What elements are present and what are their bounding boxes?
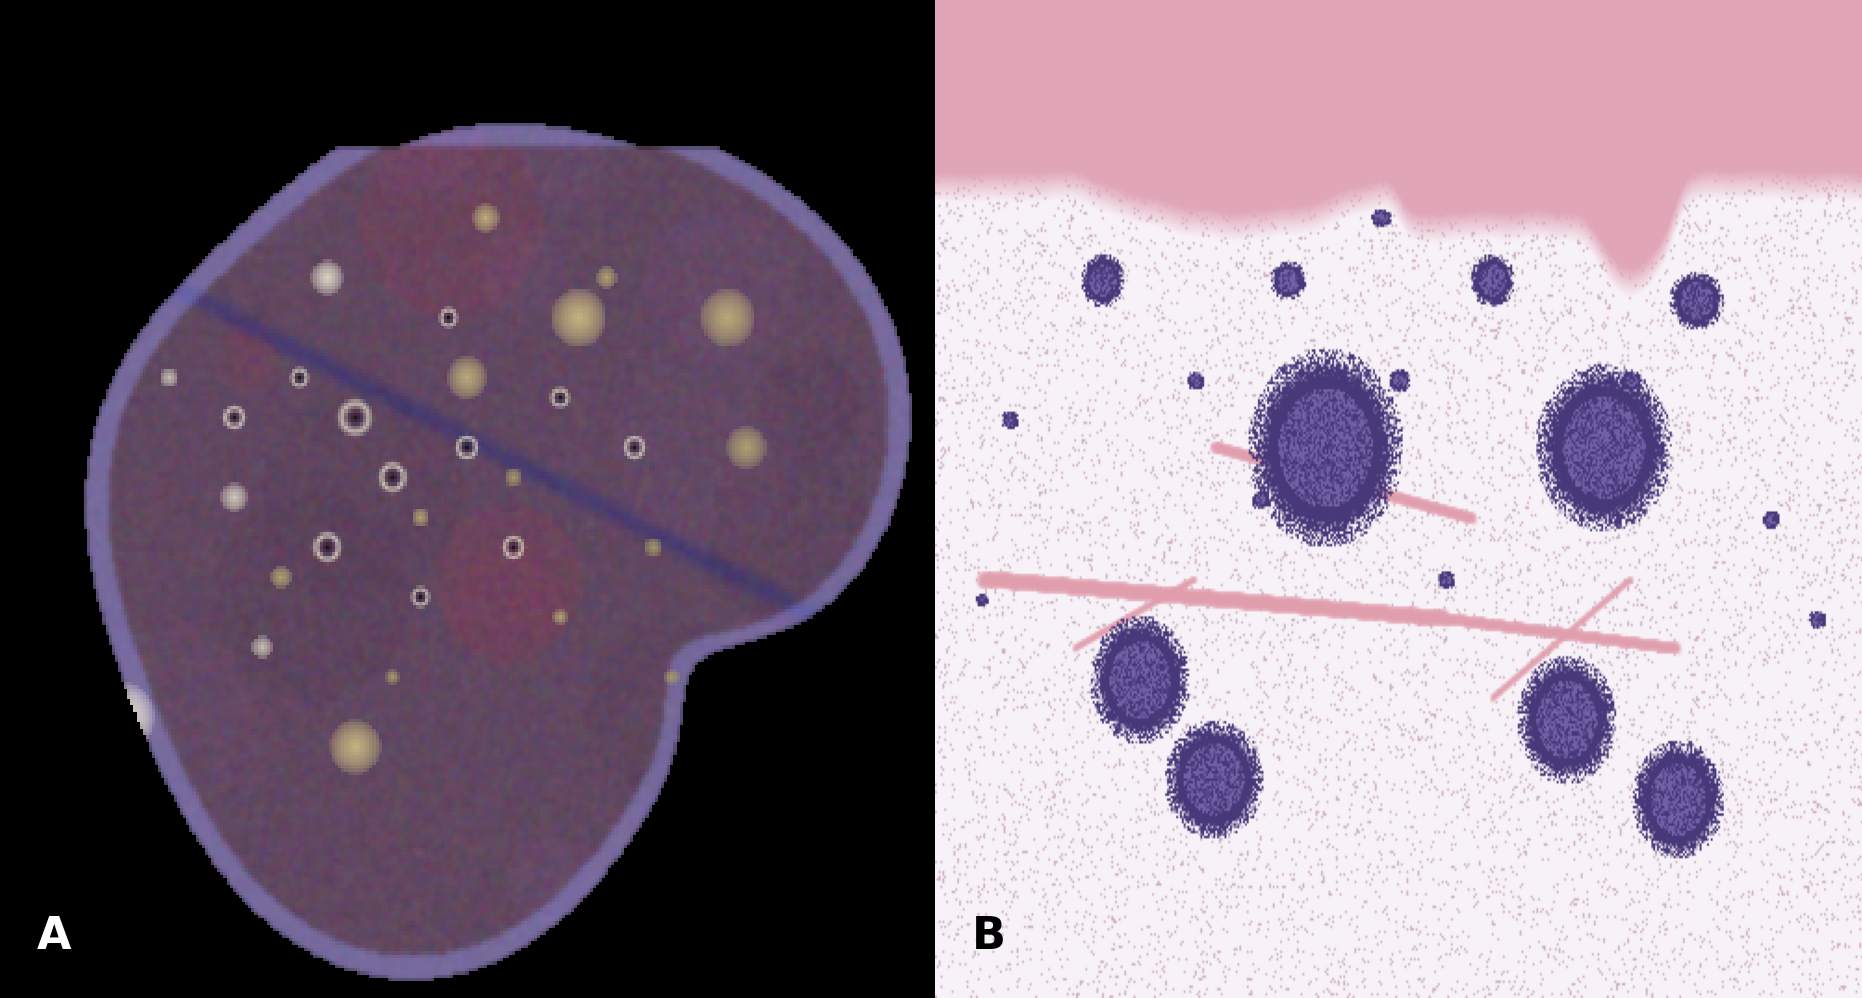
Text: A: A [37, 915, 73, 958]
Text: B: B [972, 915, 1005, 958]
